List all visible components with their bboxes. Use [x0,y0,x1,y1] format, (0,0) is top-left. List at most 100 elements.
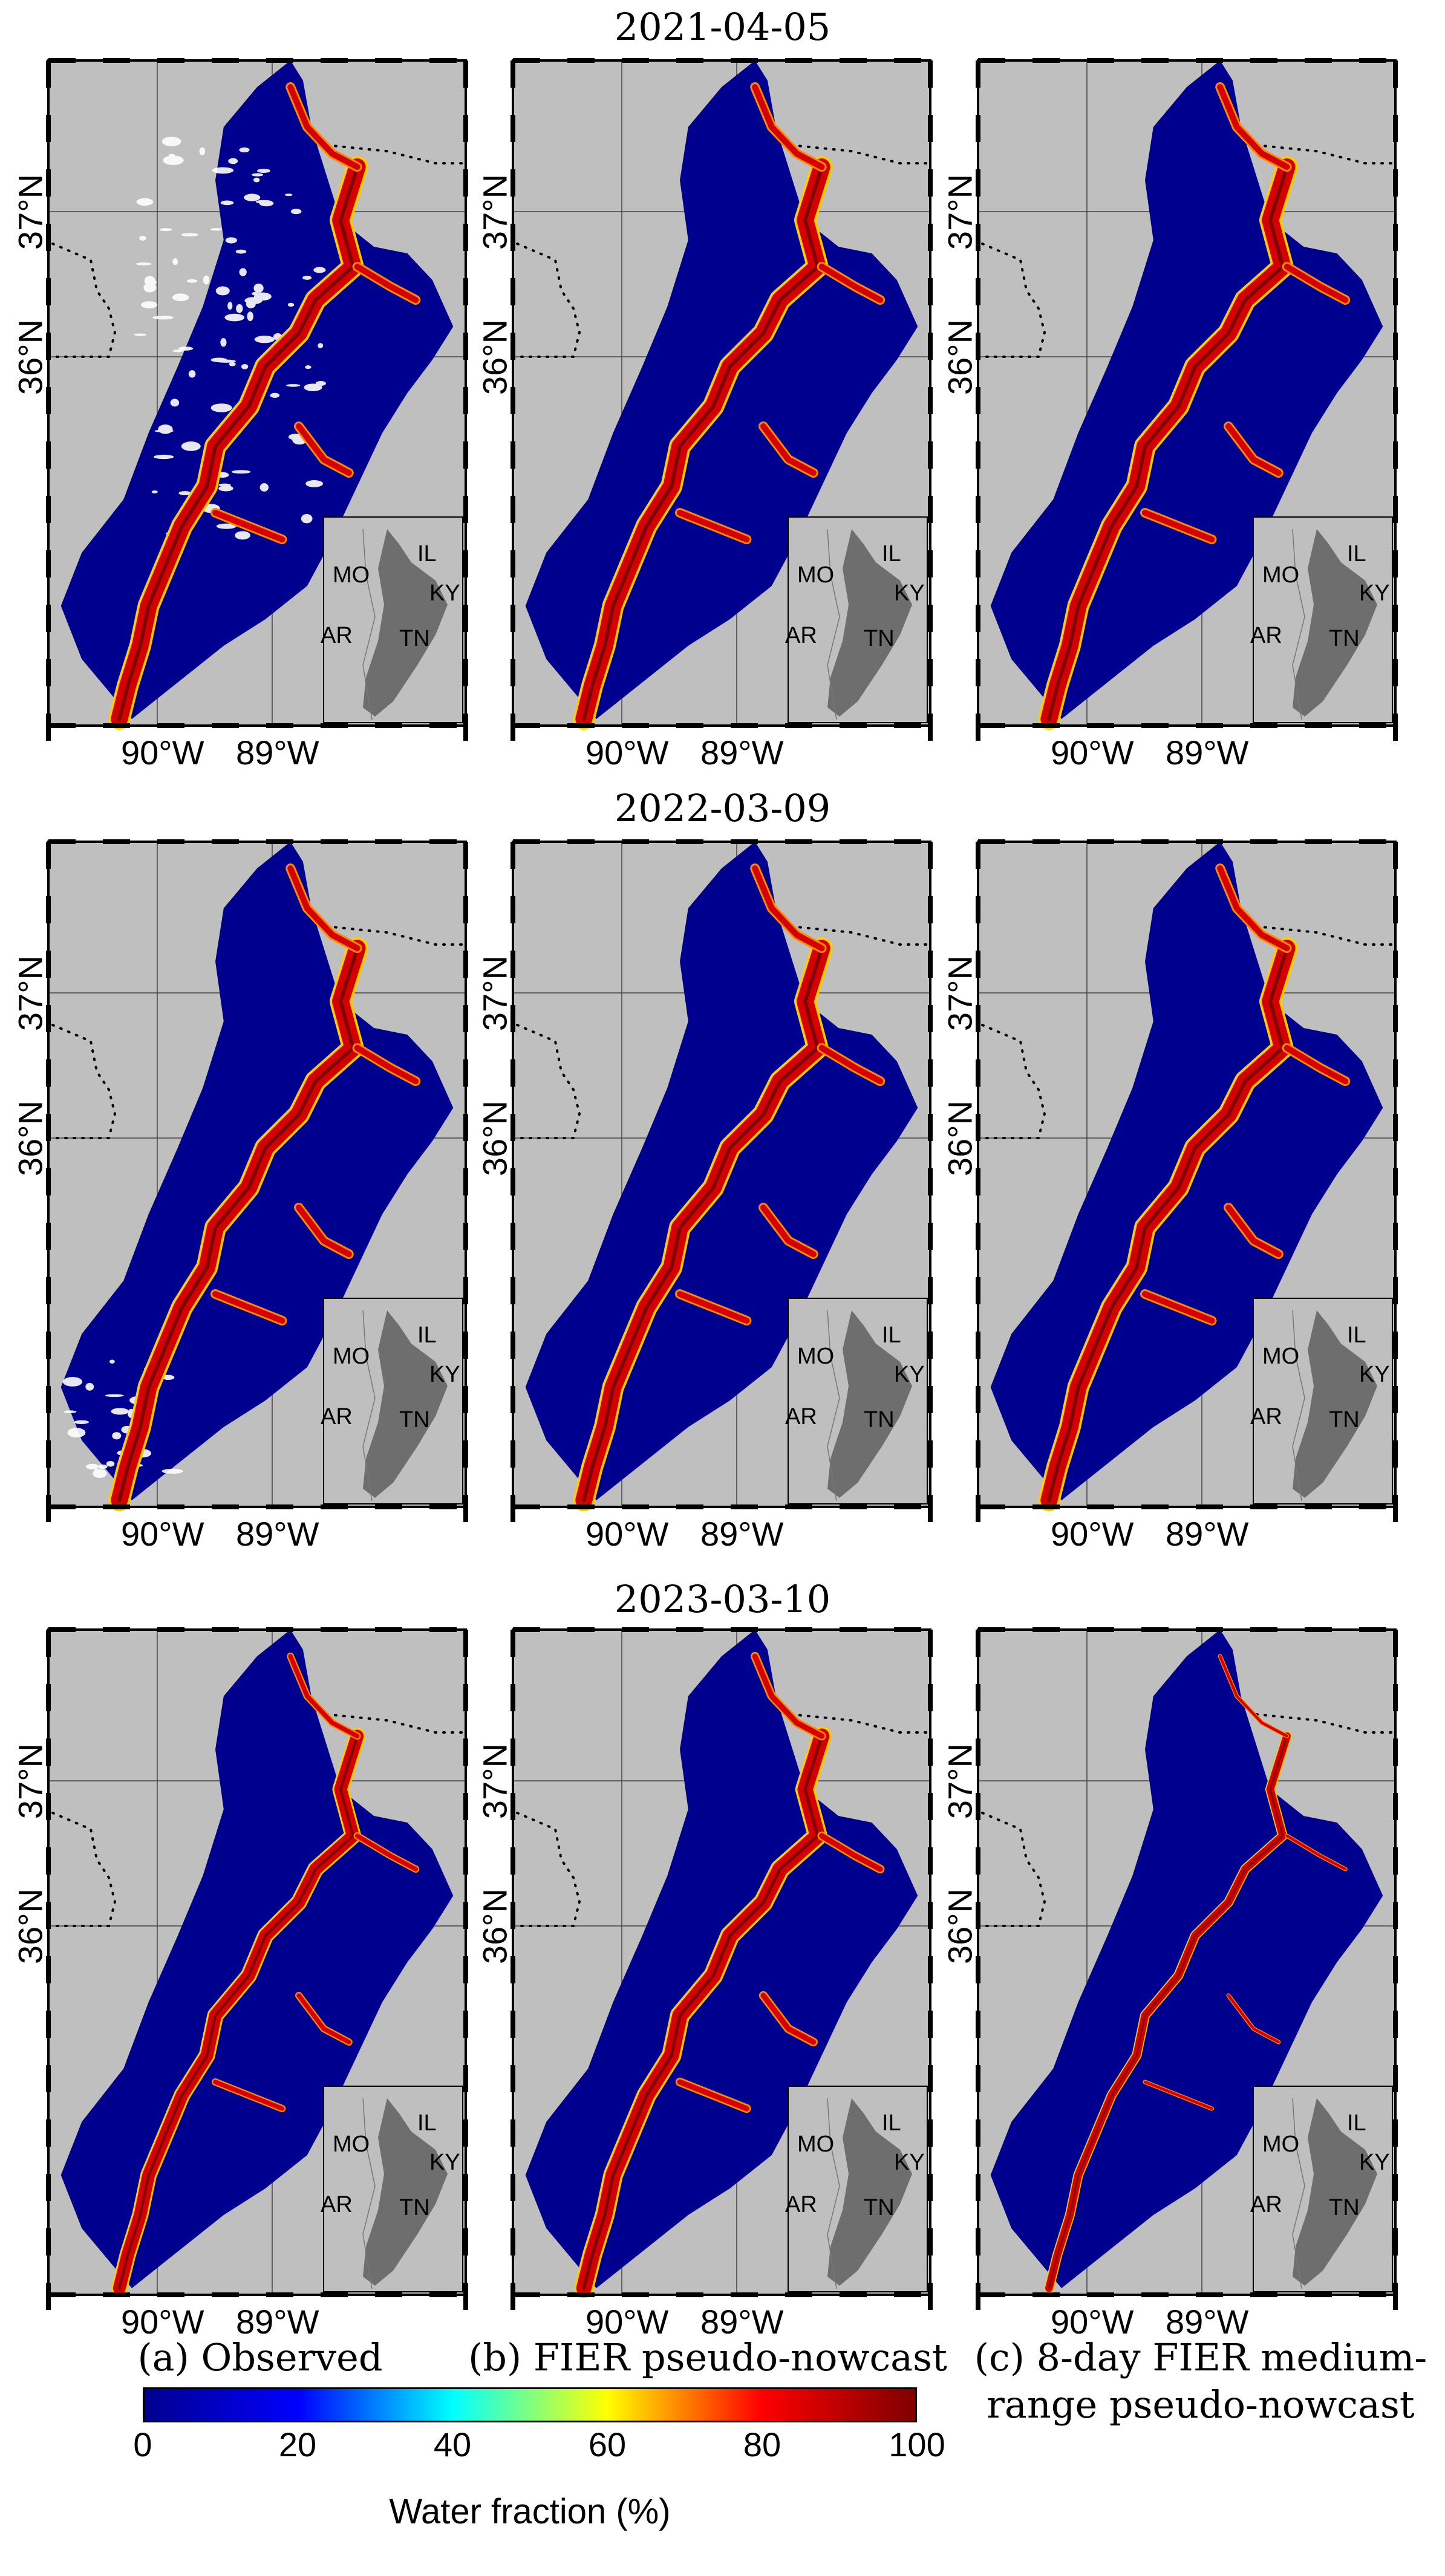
inset-state-label: MO [797,1344,835,1369]
state-border-line [325,1713,467,1734]
colorbar-tick-60: 60 [588,2425,627,2464]
inset-region-shape [1293,529,1377,717]
row-3-date: 2023-03-10 [614,1577,831,1621]
latitude-tick-label: 36°N [11,319,50,395]
state-border-line [512,1810,581,1927]
longitude-tick-label: 89°W [700,2303,784,2341]
inset-state-label: AR [321,1404,353,1429]
latitude-tick-label: 37°N [941,1743,979,1820]
inset-state-label: TN [1329,2195,1360,2220]
inset-state-label: AR [785,2192,817,2217]
longitude-tick-label: 89°W [1166,2303,1249,2341]
frame-ticks [510,1627,933,2310]
inset-state-label: MO [333,562,370,588]
latitude-tick-label: 36°N [475,1888,514,1965]
frame-ticks [510,58,933,741]
map-panel-r2-c3: IL MO KY AR TN 90°W 89°W 37°N 36°N [941,839,1398,1553]
inset-state-label: KY [1359,581,1390,606]
colorbar-tick-0: 0 [133,2425,152,2464]
map-panel-r2-c1: IL MO KY AR TN 90°W 89°W 37°N 36°N [11,839,468,1553]
inset-region-shape [827,529,912,717]
inset-state-label: KY [1359,1362,1390,1387]
flood-map [976,58,1398,741]
state-border-line [47,241,117,358]
inset-locator-map [323,516,463,723]
inset-state-label: IL [1347,1322,1366,1348]
inset-region-shape [1293,1310,1377,1498]
longitude-tick-label: 89°W [700,1515,784,1553]
inset-state-label: AR [785,623,817,648]
inset-state-label: KY [1359,2150,1390,2175]
latitude-tick-label: 36°N [11,1100,50,1177]
inset-state-label: IL [417,1322,437,1348]
flood-map [510,58,933,741]
latitude-tick-label: 36°N [11,1888,50,1965]
latitude-tick-label: 36°N [475,319,514,395]
state-border-line [1255,144,1397,164]
state-border-line [512,1022,581,1139]
inset-state-label: KY [429,1362,460,1387]
flood-map [46,839,468,1522]
inset-locator-map [1253,516,1393,723]
state-border-line [977,1022,1046,1139]
map-panel-r1-c3: IL MO KY AR TN 90°W 89°W 37°N 36°N [941,58,1398,772]
frame-ticks [46,58,468,741]
inset-state-label: KY [894,1362,925,1387]
inset-state-label: MO [1262,1344,1300,1369]
flood-extent [574,1651,885,2298]
row-2-date: 2022-03-09 [614,786,831,830]
frame-ticks [46,839,468,1522]
longitude-tick-label: 90°W [1051,733,1134,772]
longitude-tick-label: 90°W [121,733,204,772]
inset-locator-map [788,1298,928,1504]
column-a-label: (a) Observed [137,2335,383,2379]
state-border-line [977,241,1046,358]
inset-state-label: IL [1347,541,1366,567]
inset-locator-map [1253,1298,1393,1504]
state-border-line [977,1810,1046,1927]
state-border-line [47,1022,117,1139]
inset-state-label: TN [399,2195,430,2220]
state-border-line [1255,1713,1397,1734]
inset-state-label: IL [417,541,437,567]
inset-state-label: MO [333,1344,370,1369]
frame-ticks [46,1627,468,2310]
inset-state-label: KY [429,581,460,606]
longitude-tick-label: 89°W [700,733,784,772]
longitude-tick-label: 89°W [1166,1515,1249,1553]
latitude-tick-label: 37°N [475,1743,514,1820]
inset-region-shape [1293,2098,1377,2286]
longitude-tick-label: 90°W [586,2303,669,2341]
state-border-line [790,1713,931,1734]
inset-state-label: IL [882,2110,901,2136]
inset-state-label: TN [399,1407,430,1433]
state-border-line [47,1810,117,1927]
flood-extent [1038,82,1351,730]
inset-state-label: KY [429,2150,460,2175]
latitude-tick-label: 36°N [475,1100,514,1177]
map-panel-r2-c2: IL MO KY AR TN 90°W 89°W 37°N 36°N [476,839,933,1553]
latitude-tick-label: 37°N [475,955,514,1032]
column-b-label: (b) FIER pseudo-nowcast [468,2335,947,2379]
longitude-tick-label: 89°W [236,1515,319,1553]
inset-region-shape [827,1310,912,1498]
state-border-line [512,241,581,358]
row-1-date: 2021-04-05 [614,5,831,49]
colorbar-title: Water fraction (%) [389,2492,671,2531]
inset-state-label: IL [882,541,901,567]
inset-locator-map [788,516,928,723]
latitude-tick-label: 36°N [941,1100,979,1177]
latitude-tick-label: 36°N [941,319,979,395]
flood-extent [111,1653,420,2297]
flood-map [46,58,468,741]
longitude-tick-label: 90°W [121,1515,204,1553]
inset-state-label: TN [1329,626,1360,651]
map-panel-r3-c3: IL MO KY AR TN 90°W 89°W 37°N 36°N [941,1627,1398,2341]
inset-region-shape [363,2098,448,2286]
flood-extent [573,864,886,1511]
colorbar-tick-20: 20 [278,2425,317,2464]
inset-state-label: TN [864,2195,895,2220]
longitude-tick-label: 90°W [586,1515,669,1553]
inset-state-label: MO [797,562,835,588]
inset-state-label: MO [797,2132,835,2157]
